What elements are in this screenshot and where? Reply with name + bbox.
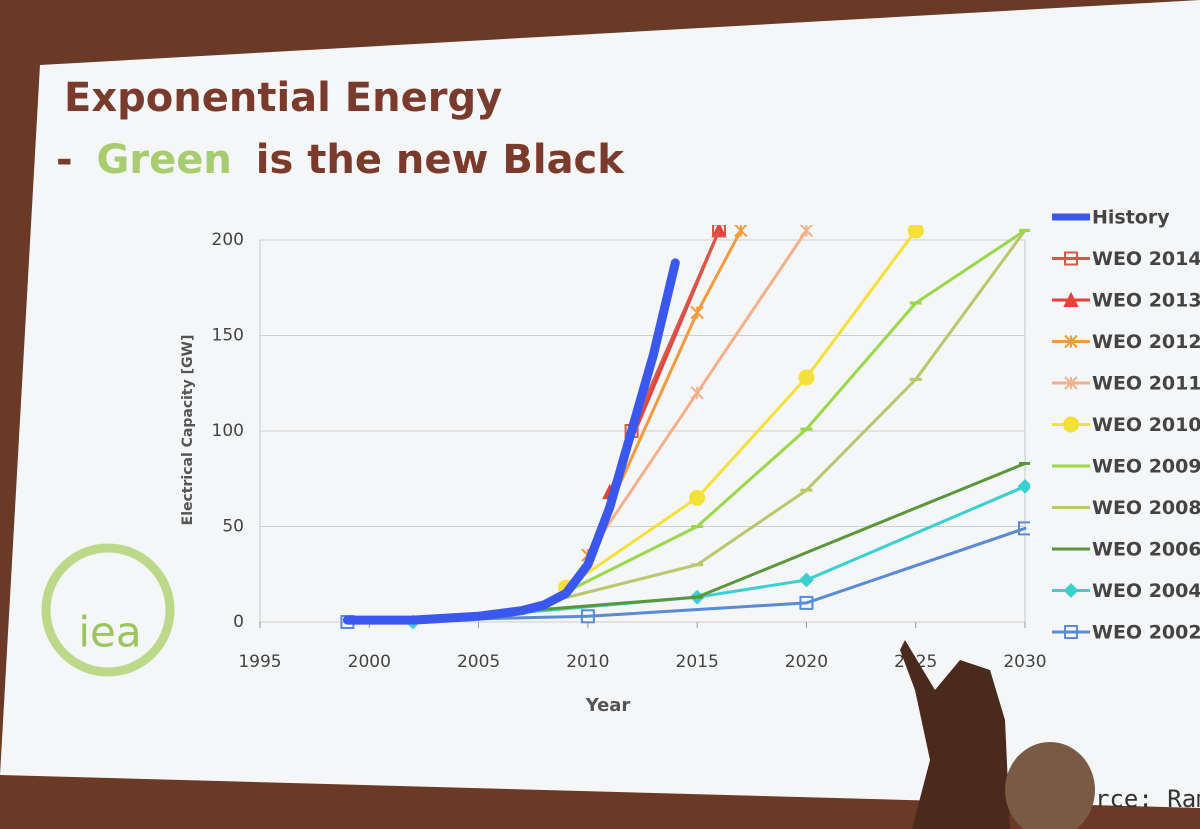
marker xyxy=(799,595,814,610)
legend-label: WEO 2009 xyxy=(1092,456,1200,478)
marker xyxy=(580,609,595,624)
logo: iea xyxy=(78,608,141,657)
y-tick-label: 100 xyxy=(212,421,244,441)
series-line xyxy=(564,228,918,590)
marker xyxy=(1064,334,1078,349)
x-tick-label: 2000 xyxy=(348,652,391,672)
legend: History WEO 2014 WEO 2013 WEO 2012 WEO 2011 W… xyxy=(1052,207,1200,644)
y-tick-label: 50 xyxy=(222,517,244,537)
legend-label: WEO 2012 xyxy=(1092,331,1200,353)
marker xyxy=(1063,416,1079,433)
marker xyxy=(712,225,726,238)
marker xyxy=(690,386,704,400)
marker xyxy=(1063,583,1079,598)
presenter xyxy=(900,640,1010,829)
marker xyxy=(690,305,704,320)
marker xyxy=(689,489,706,506)
x-axis-label: Year xyxy=(585,695,631,716)
legend-label: WEO 2006 xyxy=(1092,539,1200,561)
head-foreground xyxy=(1005,742,1095,829)
chart-subtitle: - Green is the new Black xyxy=(56,137,625,183)
marker xyxy=(1063,291,1079,307)
x-tick-label: 2030 xyxy=(1003,652,1046,672)
x-tick-label: 1995 xyxy=(238,652,281,672)
logo-ring xyxy=(41,543,175,677)
legend-label: WEO 2011 xyxy=(1092,373,1200,395)
legend-label: WEO 2014 xyxy=(1092,248,1200,270)
x-tick-label: 2005 xyxy=(457,652,500,672)
slide xyxy=(0,0,1200,808)
subtitle-dash: - xyxy=(56,137,73,183)
legend-label: WEO 2010 xyxy=(1092,414,1200,436)
y-tick-label: 0 xyxy=(233,612,244,632)
subtitle-rest: is the new Black xyxy=(256,137,625,183)
subtitle-green: Green xyxy=(97,137,232,183)
legend-label: History xyxy=(1092,207,1170,229)
marker xyxy=(734,225,748,238)
series-line xyxy=(630,228,721,433)
plot-area xyxy=(340,225,1030,630)
marker xyxy=(1064,251,1078,266)
marker xyxy=(1064,625,1078,639)
y-tick-label: 150 xyxy=(212,326,244,346)
x-tick-label: 2020 xyxy=(785,652,828,672)
grid: 0501001502001995200020052010201520202025… xyxy=(212,230,1047,672)
marker xyxy=(907,225,924,239)
source: rce: Ram xyxy=(1095,785,1200,813)
legend-label: WEO 2004 xyxy=(1092,580,1200,602)
x-tick-label: 2010 xyxy=(566,652,609,672)
series-line xyxy=(342,258,680,625)
legend-label: WEO 2002 xyxy=(1092,622,1200,644)
marker xyxy=(799,572,814,588)
x-tick-label: 2015 xyxy=(676,652,719,672)
marker xyxy=(798,369,815,386)
chart-title: Exponential Energy xyxy=(64,75,502,121)
marker xyxy=(799,225,814,238)
marker xyxy=(1017,478,1030,494)
legend-label: WEO 2008 xyxy=(1092,497,1200,519)
marker xyxy=(1018,521,1030,536)
y-axis-label: Electrical Capacity [GW] xyxy=(180,335,196,526)
legend-label: WEO 2013 xyxy=(1092,290,1200,312)
y-tick-label: 200 xyxy=(212,230,244,250)
marker xyxy=(1064,376,1078,390)
